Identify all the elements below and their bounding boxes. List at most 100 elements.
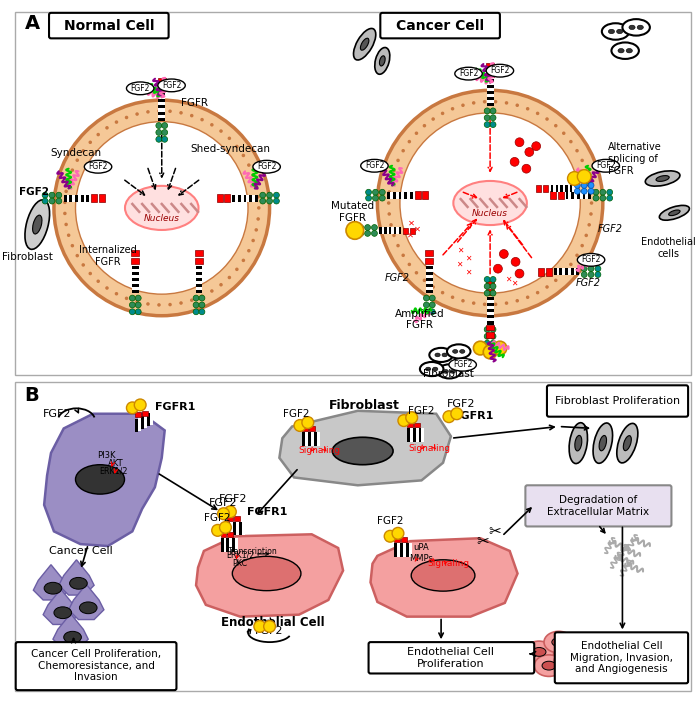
Circle shape [146, 302, 150, 306]
Circle shape [511, 257, 520, 266]
Ellipse shape [433, 367, 438, 371]
Text: FGF2: FGF2 [582, 255, 601, 264]
Bar [570, 185, 573, 192]
Circle shape [461, 299, 465, 302]
Circle shape [575, 254, 579, 257]
Bar [563, 185, 565, 192]
Bar [246, 195, 249, 202]
Ellipse shape [532, 647, 546, 657]
Bar [414, 423, 419, 427]
Bar [410, 192, 413, 198]
Text: Fibroblast: Fibroblast [2, 252, 53, 262]
Text: A: A [25, 13, 40, 32]
Circle shape [64, 190, 68, 193]
Circle shape [580, 159, 584, 162]
Circle shape [505, 302, 508, 305]
Circle shape [115, 120, 118, 124]
Ellipse shape [76, 465, 125, 494]
Circle shape [515, 103, 519, 107]
Ellipse shape [578, 254, 605, 266]
Bar [132, 272, 139, 275]
Circle shape [156, 136, 162, 142]
Bar [228, 522, 230, 535]
Circle shape [67, 233, 71, 237]
Circle shape [451, 107, 454, 110]
Bar [144, 414, 147, 428]
Text: ✂: ✂ [476, 534, 489, 548]
Bar [91, 194, 97, 202]
Bar [565, 268, 568, 275]
Circle shape [260, 192, 265, 198]
Circle shape [584, 233, 588, 237]
Text: FGF2: FGF2 [365, 161, 384, 170]
Circle shape [135, 295, 141, 301]
Circle shape [200, 295, 204, 298]
Circle shape [49, 198, 55, 204]
Circle shape [562, 271, 566, 275]
Circle shape [115, 292, 118, 295]
Circle shape [134, 399, 146, 411]
Bar [132, 258, 139, 264]
Circle shape [593, 189, 599, 195]
Bar [228, 516, 233, 521]
Bar [311, 432, 314, 446]
Bar [551, 185, 553, 192]
Bar [132, 278, 139, 281]
Circle shape [302, 417, 314, 428]
Bar [486, 71, 494, 77]
Ellipse shape [544, 631, 573, 653]
Bar [158, 99, 165, 103]
Circle shape [71, 244, 74, 247]
FancyBboxPatch shape [15, 642, 176, 690]
Ellipse shape [608, 30, 615, 34]
Circle shape [424, 295, 429, 301]
Circle shape [522, 165, 531, 173]
Bar [426, 275, 433, 278]
Text: Endothelial
cells: Endothelial cells [641, 238, 696, 259]
Bar [401, 192, 404, 198]
Circle shape [190, 299, 193, 302]
Circle shape [484, 115, 490, 121]
Bar [220, 538, 223, 552]
Text: Degradation of
Extracellular Matrix: Degradation of Extracellular Matrix [547, 495, 649, 517]
Circle shape [365, 231, 370, 236]
Circle shape [396, 159, 400, 162]
Bar [543, 186, 548, 192]
Text: Cancer Cell Proliferation,
Chemoresistance, and
Invasion: Cancer Cell Proliferation, Chemoresistan… [31, 649, 161, 682]
Bar [15, 12, 691, 375]
Circle shape [484, 290, 490, 296]
Circle shape [220, 522, 231, 534]
Bar [132, 290, 139, 293]
Circle shape [443, 411, 455, 423]
Circle shape [490, 290, 496, 296]
Ellipse shape [581, 662, 595, 670]
Ellipse shape [617, 30, 623, 34]
Text: ✕: ✕ [408, 218, 415, 227]
Bar [83, 195, 86, 202]
Text: Alternative
splicing of
FGFR: Alternative splicing of FGFR [608, 143, 662, 176]
Bar [426, 281, 433, 284]
Circle shape [588, 188, 594, 194]
Ellipse shape [374, 48, 390, 75]
Text: Transcription: Transcription [228, 547, 278, 556]
Text: FGF2: FGF2 [453, 360, 473, 369]
Bar [150, 411, 153, 425]
Circle shape [219, 283, 223, 287]
Bar [195, 258, 203, 264]
Ellipse shape [629, 25, 635, 30]
Bar [568, 192, 571, 198]
Bar [379, 227, 382, 234]
FancyBboxPatch shape [526, 485, 671, 527]
Bar [232, 195, 235, 202]
Bar [394, 537, 400, 542]
Circle shape [589, 191, 593, 194]
Circle shape [490, 122, 496, 127]
Bar [220, 532, 226, 537]
Bar [86, 195, 89, 202]
Circle shape [424, 302, 429, 308]
Bar [195, 272, 202, 275]
Circle shape [407, 263, 411, 266]
Bar [403, 543, 406, 557]
Text: FGF2: FGF2 [209, 498, 238, 508]
Bar [394, 543, 397, 557]
